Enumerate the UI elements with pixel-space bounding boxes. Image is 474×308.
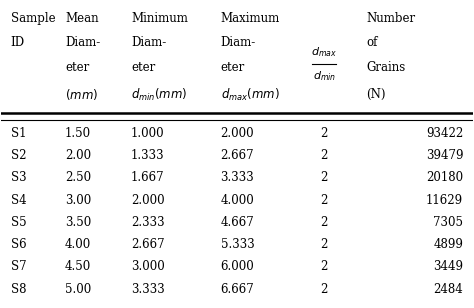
Text: 2: 2 — [320, 193, 328, 207]
Text: 2: 2 — [320, 283, 328, 296]
Text: 6.667: 6.667 — [220, 283, 254, 296]
Text: Sample: Sample — [11, 12, 55, 25]
Text: S1: S1 — [11, 127, 27, 140]
Text: eter: eter — [65, 60, 89, 74]
Text: S7: S7 — [11, 260, 27, 274]
Text: 3.00: 3.00 — [65, 193, 91, 207]
Text: $(mm)$: $(mm)$ — [65, 87, 98, 102]
Text: 3.000: 3.000 — [131, 260, 165, 274]
Text: Grains: Grains — [366, 60, 406, 74]
Text: 1.000: 1.000 — [131, 127, 164, 140]
Text: 2: 2 — [320, 260, 328, 274]
Text: 2: 2 — [320, 127, 328, 140]
Text: 5.333: 5.333 — [220, 238, 254, 251]
Text: 2.667: 2.667 — [131, 238, 164, 251]
Text: 1.50: 1.50 — [65, 127, 91, 140]
Text: Number: Number — [366, 12, 416, 25]
Text: $d_{max}(mm)$: $d_{max}(mm)$ — [220, 87, 279, 103]
Text: $d_{min}$: $d_{min}$ — [312, 69, 336, 83]
Text: 2.000: 2.000 — [220, 127, 254, 140]
Text: 3.333: 3.333 — [131, 283, 165, 296]
Text: 20180: 20180 — [426, 171, 463, 184]
Text: 1.667: 1.667 — [131, 171, 164, 184]
Text: of: of — [366, 36, 378, 49]
Text: 1.333: 1.333 — [131, 149, 164, 162]
Text: 11629: 11629 — [426, 193, 463, 207]
Text: 4.00: 4.00 — [65, 238, 91, 251]
Text: 5.00: 5.00 — [65, 283, 91, 296]
Text: 3.333: 3.333 — [220, 171, 254, 184]
Text: 2484: 2484 — [433, 283, 463, 296]
Text: 2.333: 2.333 — [131, 216, 164, 229]
Text: S3: S3 — [11, 171, 27, 184]
Text: S2: S2 — [11, 149, 27, 162]
Text: S5: S5 — [11, 216, 27, 229]
Text: 2: 2 — [320, 171, 328, 184]
Text: S8: S8 — [11, 283, 27, 296]
Text: 4.50: 4.50 — [65, 260, 91, 274]
Text: Minimum: Minimum — [131, 12, 188, 25]
Text: 2: 2 — [320, 238, 328, 251]
Text: ID: ID — [11, 36, 25, 49]
Text: 4.667: 4.667 — [220, 216, 254, 229]
Text: 2.00: 2.00 — [65, 149, 91, 162]
Text: Diam-: Diam- — [65, 36, 100, 49]
Text: 4.000: 4.000 — [220, 193, 254, 207]
Text: S4: S4 — [11, 193, 27, 207]
Text: 6.000: 6.000 — [220, 260, 254, 274]
Text: 3449: 3449 — [433, 260, 463, 274]
Text: 39479: 39479 — [426, 149, 463, 162]
Text: 93422: 93422 — [426, 127, 463, 140]
Text: 2.50: 2.50 — [65, 171, 91, 184]
Text: 4899: 4899 — [433, 238, 463, 251]
Text: S6: S6 — [11, 238, 27, 251]
Text: Maximum: Maximum — [220, 12, 280, 25]
Text: Diam-: Diam- — [220, 36, 256, 49]
Text: eter: eter — [220, 60, 245, 74]
Text: $d_{max}$: $d_{max}$ — [311, 45, 337, 59]
Text: 3.50: 3.50 — [65, 216, 91, 229]
Text: $d_{min}(mm)$: $d_{min}(mm)$ — [131, 87, 187, 103]
Text: (N): (N) — [366, 88, 386, 101]
Text: Diam-: Diam- — [131, 36, 166, 49]
Text: 2: 2 — [320, 216, 328, 229]
Text: 2.667: 2.667 — [220, 149, 254, 162]
Text: 2.000: 2.000 — [131, 193, 164, 207]
Text: Mean: Mean — [65, 12, 99, 25]
Text: eter: eter — [131, 60, 155, 74]
Text: 2: 2 — [320, 149, 328, 162]
Text: 7305: 7305 — [433, 216, 463, 229]
